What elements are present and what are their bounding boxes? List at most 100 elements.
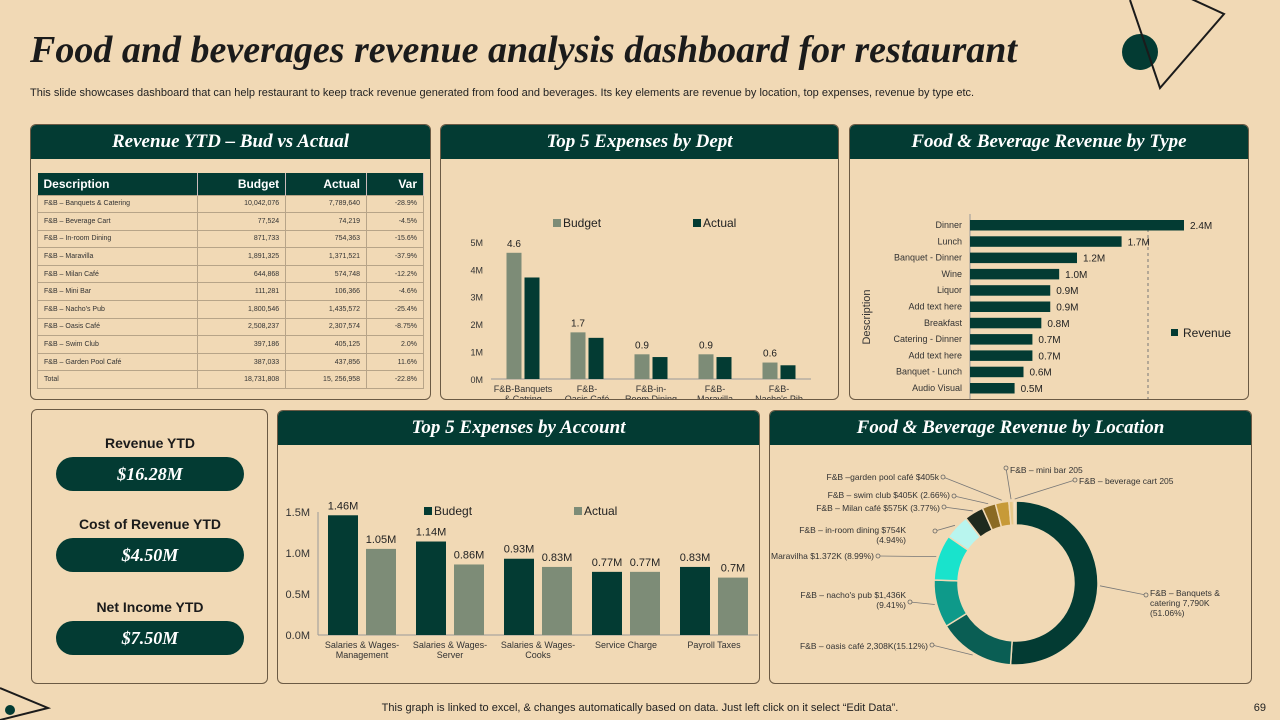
slice-label: F&B – Milan café $575K (3.77%) (816, 503, 940, 513)
donut-slice (945, 612, 1013, 666)
table-cell: Total (36, 370, 199, 390)
bar-budegt (592, 571, 622, 635)
slice-label: F&B – in-room dining $754K (799, 525, 906, 535)
table-cell: F&B – Maravilla (36, 247, 199, 266)
revenue-table-panel: Revenue YTD – Bud vs Actual Description B… (30, 124, 431, 400)
donut-slice (1012, 500, 1017, 526)
data-label: 1.05M (366, 534, 397, 546)
data-label: 0.9M (1056, 286, 1078, 297)
table-cell: 405,125 (285, 335, 368, 354)
kpi-net-income: Net Income YTD $7.50M (32, 599, 267, 655)
y-tick-label: 1.0M (286, 548, 310, 560)
category-label: Liquor (937, 285, 962, 295)
leader-line (909, 601, 935, 605)
x-tick-label: Management (336, 650, 389, 660)
table-cell: -25.4% (366, 300, 424, 319)
slice-label: (9.41%) (876, 600, 906, 610)
revenue-by-location-panel: Food & Beverage Revenue by Location F&B … (769, 410, 1252, 684)
x-tick-label: Salaries & Wages- (413, 640, 487, 650)
data-label: 0.7M (1038, 351, 1060, 362)
table-cell: 644,868 (197, 264, 287, 284)
legend-swatch (1171, 329, 1178, 336)
table-cell: 871,733 (197, 229, 287, 249)
bar-budget (698, 354, 714, 379)
bar-budget (570, 332, 586, 379)
decorative-triangle (1129, 0, 1226, 90)
category-label: Banquet - Dinner (894, 253, 962, 263)
table-cell: -22.8% (366, 370, 424, 390)
kpi-cost-value: $4.50M (56, 538, 244, 572)
x-tick-label: Nacho's Pib (755, 394, 803, 399)
table-cell: 15, 256,958 (285, 370, 368, 390)
data-label: 0.77M (630, 557, 661, 569)
table-cell: -4.5% (366, 212, 424, 231)
y-tick-label: 5M (470, 238, 483, 248)
legend-label: Revenue (1183, 326, 1231, 340)
data-label: 1.46M (328, 500, 359, 512)
revenue-by-location-title: Food & Beverage Revenue by Location (770, 411, 1251, 445)
leader-dot (929, 642, 935, 648)
table-cell: F&B – Beverage Cart (36, 212, 199, 231)
x-tick-label: F&B- (769, 384, 790, 394)
y-tick-label: 0M (470, 375, 483, 385)
table-cell: -8.75% (366, 317, 424, 337)
table-row: F&B – Banquets & Catering 10,042,076 7,789… (36, 194, 424, 214)
slice-label: (4.94%) (876, 535, 906, 545)
legend-swatch (553, 219, 561, 227)
legend-swatch (693, 219, 701, 227)
legend-swatch (574, 507, 582, 515)
y-tick-label: 0.5M (286, 589, 310, 601)
table-cell: F&B – In-room Dining (36, 229, 199, 249)
table-cell: 1,800,546 (197, 300, 287, 319)
corner-dot (5, 705, 15, 715)
corner-triangle-line (0, 687, 52, 720)
x-tick-label: F&B- (705, 384, 726, 394)
leader-dot (932, 528, 938, 534)
table-cell: 7,789,640 (285, 194, 368, 214)
bar-actual (652, 357, 668, 379)
table-cell: 74,219 (285, 212, 368, 231)
legend-label: Actual (703, 216, 736, 230)
slice-label: F&B – Maravilha $1.372K (8.99%) (770, 551, 874, 561)
y-tick-label: 4M (470, 265, 483, 275)
category-label: Audio Visual (912, 383, 962, 393)
revenue-by-type-panel: Food & Beverage Revenue by Type Dinner 2.… (849, 124, 1249, 400)
data-label: 0.5M (1021, 384, 1043, 395)
dept-expenses-panel: Top 5 Expenses by Dept 0M 1M 2M 3M 4M 5M 4.6 F&… (440, 124, 839, 400)
slice-label: F&B – mini bar 205 (1010, 465, 1083, 475)
x-tick-label: Oasis Café (565, 394, 610, 399)
page-subtitle: This slide showcases dashboard that can … (30, 87, 975, 99)
x-tick-label: Maravilla (697, 394, 733, 399)
category-label: Banquet - Lunch (896, 367, 962, 377)
slice-label: F&B – oasis café 2,308K(15.12%) (800, 641, 928, 651)
page-title: Food and beverages revenue analysis dash… (30, 29, 1017, 71)
table-header-cell: Description (37, 173, 199, 195)
leader-dot (1003, 465, 1009, 471)
legend-swatch (424, 507, 432, 515)
table-cell: 2,307,574 (285, 317, 368, 337)
category-label: Dinner (935, 220, 962, 230)
leader-dot (951, 493, 957, 499)
table-cell: 11.6% (366, 352, 424, 372)
table-cell: 1,891,325 (197, 247, 287, 266)
table-cell: 1,371,521 (285, 247, 368, 266)
table-cell: -28.9% (366, 194, 424, 214)
bar-actual (366, 548, 396, 635)
slice-label: (51.06%) (1150, 608, 1185, 618)
dept-expenses-chart: 0M 1M 2M 3M 4M 5M 4.6 F&B-Banquets& Catring 1.7 F… (470, 216, 811, 399)
revenue-table-title: Revenue YTD – Bud vs Actual (31, 125, 430, 159)
revenue-bar (970, 383, 1015, 394)
bar-budegt (680, 566, 710, 635)
leader-dot (907, 599, 913, 605)
bar-actual (588, 337, 604, 379)
data-label: 0.6 (763, 349, 777, 360)
slice-label: F&B – nacho's pub $1,436K (800, 590, 906, 600)
revenue-bar (970, 350, 1033, 361)
data-label: 0.7M (1038, 335, 1060, 346)
table-cell: 437,856 (285, 352, 368, 372)
table-cell: 106,366 (285, 282, 368, 302)
table-row: F&B – Maravilla 1,891,325 1,371,521 -37.9% (36, 247, 424, 266)
bar-budget (762, 362, 778, 379)
category-label: Wine (941, 269, 962, 279)
leader-line (877, 555, 937, 558)
